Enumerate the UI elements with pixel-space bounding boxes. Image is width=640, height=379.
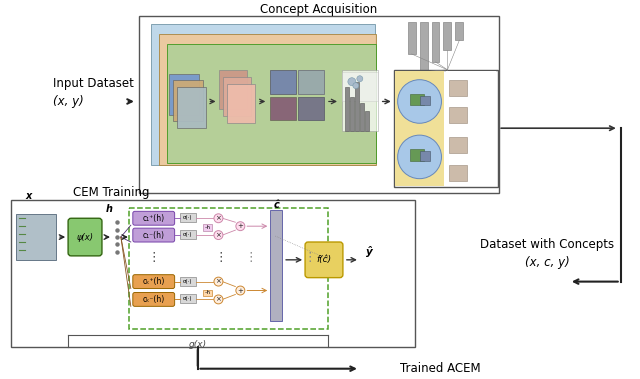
Text: ×: × <box>216 215 221 221</box>
Text: σ(·): σ(·) <box>183 279 193 283</box>
FancyBboxPatch shape <box>305 242 343 278</box>
Text: c₁⁺(h): c₁⁺(h) <box>143 214 164 223</box>
Text: c₁⁻(h): c₁⁻(h) <box>143 230 164 240</box>
Text: +: + <box>237 288 243 293</box>
Text: σ(·): σ(·) <box>183 296 193 301</box>
Bar <box>420 151 429 161</box>
Text: –h: –h <box>205 290 211 296</box>
Text: ×: × <box>216 296 221 302</box>
Bar <box>180 213 196 222</box>
Circle shape <box>214 214 223 223</box>
Bar <box>456 22 463 40</box>
Text: cₖ⁺(h): cₖ⁺(h) <box>143 277 165 286</box>
Bar <box>166 44 376 163</box>
Bar <box>227 84 255 123</box>
Bar <box>345 87 349 131</box>
Text: ĉ: ĉ <box>273 200 279 210</box>
Bar <box>365 111 369 131</box>
Bar <box>449 165 467 181</box>
Text: ψ(x): ψ(x) <box>77 233 93 241</box>
Bar <box>408 22 415 54</box>
Bar <box>449 107 467 123</box>
Bar <box>169 74 198 115</box>
Circle shape <box>236 286 245 295</box>
Text: (x, y): (x, y) <box>53 95 84 108</box>
Bar <box>420 22 428 72</box>
Bar <box>444 22 451 50</box>
Text: cₖ⁻(h): cₖ⁻(h) <box>143 295 165 304</box>
Text: Dataset with Concepts: Dataset with Concepts <box>480 238 614 252</box>
Circle shape <box>236 222 245 231</box>
Circle shape <box>214 277 223 286</box>
Text: Trained ACEM: Trained ACEM <box>399 362 480 375</box>
Text: CEM Training: CEM Training <box>73 186 149 199</box>
Bar <box>449 137 467 153</box>
Text: –h: –h <box>205 225 211 230</box>
Text: ⋮: ⋮ <box>214 251 227 264</box>
Bar <box>129 208 328 329</box>
Text: ⋮: ⋮ <box>304 251 316 264</box>
Bar <box>395 71 444 186</box>
Bar <box>17 214 56 260</box>
Text: f(ĉ): f(ĉ) <box>316 255 332 264</box>
Bar <box>173 80 202 121</box>
Text: ŷ: ŷ <box>367 246 373 257</box>
Text: (x, c, y): (x, c, y) <box>525 256 570 269</box>
Bar <box>223 77 252 116</box>
Bar <box>410 149 424 161</box>
Text: ×: × <box>216 279 221 285</box>
Text: ⋮: ⋮ <box>147 251 160 264</box>
Bar <box>431 22 440 62</box>
Bar <box>139 16 499 193</box>
Bar <box>151 24 375 165</box>
Bar <box>447 71 496 186</box>
Bar <box>420 96 429 105</box>
Text: x: x <box>25 191 31 202</box>
Bar <box>355 82 359 131</box>
Text: ⋮: ⋮ <box>244 251 257 264</box>
Bar <box>360 103 364 131</box>
Bar <box>12 200 415 347</box>
Bar <box>270 70 296 94</box>
Bar <box>180 277 196 285</box>
Text: Input Dataset: Input Dataset <box>53 77 134 90</box>
Bar <box>202 290 212 296</box>
FancyBboxPatch shape <box>133 293 175 306</box>
FancyBboxPatch shape <box>133 211 175 225</box>
Text: h: h <box>106 204 113 215</box>
Bar <box>350 97 354 131</box>
Bar <box>342 72 378 102</box>
Text: g(x): g(x) <box>188 340 207 349</box>
Bar <box>270 210 282 321</box>
Text: σ(·): σ(·) <box>183 215 193 220</box>
Bar <box>394 70 498 186</box>
Text: +: + <box>237 223 243 229</box>
Text: σ(·): σ(·) <box>183 232 193 237</box>
Circle shape <box>353 83 359 89</box>
Bar <box>298 70 324 94</box>
Circle shape <box>397 135 442 179</box>
Text: Concept Acquisition: Concept Acquisition <box>260 3 378 16</box>
FancyBboxPatch shape <box>133 228 175 242</box>
Bar <box>177 87 207 128</box>
Bar <box>180 294 196 303</box>
Bar <box>410 94 424 105</box>
Bar <box>159 34 376 165</box>
Bar <box>270 97 296 120</box>
Circle shape <box>214 231 223 240</box>
Bar <box>449 80 467 96</box>
Bar <box>342 70 378 131</box>
Bar <box>298 97 324 120</box>
Circle shape <box>397 80 442 123</box>
Bar <box>220 70 247 110</box>
Bar <box>180 230 196 239</box>
Text: ×: × <box>216 232 221 238</box>
Bar <box>202 224 212 231</box>
Circle shape <box>214 295 223 304</box>
Circle shape <box>348 78 356 86</box>
FancyBboxPatch shape <box>68 218 102 256</box>
Circle shape <box>357 76 363 82</box>
FancyBboxPatch shape <box>133 275 175 288</box>
